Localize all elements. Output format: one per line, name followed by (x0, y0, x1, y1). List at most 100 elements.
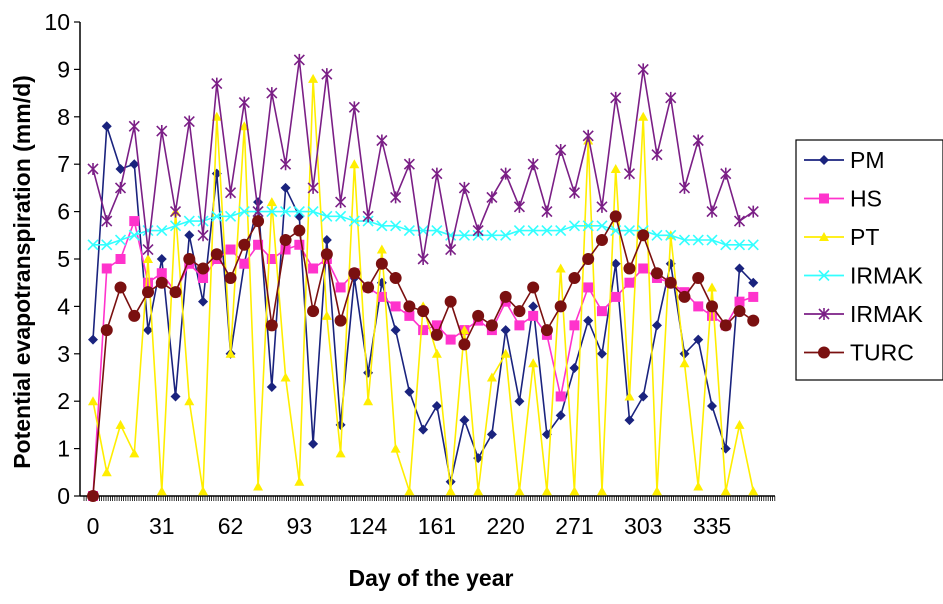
data-point (748, 486, 759, 496)
data-point (555, 263, 566, 273)
y-tick-label: 5 (57, 246, 70, 272)
data-point (651, 486, 662, 496)
data-point (335, 282, 346, 293)
data-point (280, 182, 291, 193)
data-point (679, 348, 690, 359)
data-point (390, 220, 402, 232)
data-point (747, 239, 759, 251)
data-point (293, 206, 305, 218)
x-tick-label: 161 (418, 513, 456, 539)
data-point (568, 271, 581, 284)
data-point (637, 229, 650, 242)
data-point (693, 481, 704, 491)
legend-swatch-marker (818, 308, 830, 320)
series-layer (87, 53, 760, 502)
data-point (568, 220, 581, 232)
data-point (719, 319, 732, 332)
data-point (169, 205, 182, 218)
data-point (390, 191, 402, 204)
legend-item: IRMAK (804, 263, 924, 289)
legend-swatch-marker (819, 155, 829, 165)
legend-item: TURC (804, 340, 914, 366)
data-point (293, 224, 306, 237)
data-point (734, 296, 745, 307)
data-point (665, 229, 677, 241)
data-point (266, 254, 277, 264)
data-point (390, 443, 401, 453)
data-point (554, 300, 567, 313)
data-point (129, 159, 140, 170)
data-point (610, 163, 621, 173)
data-point (100, 324, 113, 337)
x-tick-label: 220 (486, 513, 524, 539)
data-point (692, 271, 705, 284)
data-point (733, 305, 746, 318)
series-line (93, 210, 754, 246)
y-axis-title: Potential evapotranspiration (mm/d) (9, 75, 35, 469)
data-point (307, 305, 320, 318)
data-point (155, 276, 168, 289)
data-point (678, 290, 691, 303)
data-point (733, 215, 746, 228)
legend-swatch-marker (819, 193, 829, 204)
data-point (404, 386, 415, 397)
data-point (114, 181, 127, 194)
y-tick-label: 6 (57, 199, 70, 225)
data-point (280, 206, 292, 218)
data-point (459, 325, 470, 335)
data-point (569, 486, 580, 496)
data-point (115, 163, 126, 174)
data-point (473, 486, 484, 496)
data-point (459, 415, 470, 426)
data-point (651, 148, 663, 161)
data-point (363, 396, 374, 406)
data-point (431, 400, 442, 411)
data-point (541, 205, 553, 218)
data-point (335, 448, 346, 458)
data-point (638, 391, 649, 402)
data-point (362, 210, 374, 223)
legend-item: PT (804, 224, 879, 250)
data-point (528, 310, 539, 321)
data-point (225, 244, 236, 255)
data-point (651, 320, 662, 331)
data-point (403, 224, 415, 237)
data-point (294, 239, 305, 250)
data-point (444, 295, 457, 308)
data-point (183, 215, 195, 227)
data-point (143, 325, 154, 336)
data-point (692, 134, 704, 147)
data-point (514, 486, 525, 496)
data-point (569, 363, 580, 374)
data-point (624, 277, 635, 288)
data-point (514, 320, 525, 331)
data-point (308, 73, 319, 83)
data-point (101, 239, 113, 251)
data-point (156, 254, 167, 264)
data-point (596, 200, 608, 213)
y-tick-label: 4 (57, 293, 70, 319)
data-point (376, 291, 387, 302)
data-point (375, 257, 388, 270)
legend-item: HS (804, 186, 882, 212)
data-point (198, 296, 209, 307)
legend-item: PM (804, 147, 885, 173)
legend-item: IRMAK (804, 301, 924, 327)
data-point (321, 210, 333, 222)
data-point (376, 134, 388, 147)
data-point (747, 205, 759, 218)
data-point (541, 429, 552, 440)
data-point (678, 181, 691, 194)
data-point (348, 215, 360, 227)
data-point (650, 267, 663, 280)
data-point (527, 158, 539, 171)
data-point (528, 301, 539, 312)
x-tick-label: 93 (287, 513, 313, 539)
data-point (458, 181, 470, 194)
data-point (280, 158, 292, 171)
data-point (540, 324, 553, 337)
data-point (224, 186, 237, 199)
data-point (210, 248, 223, 261)
data-point (541, 224, 553, 237)
data-point (376, 244, 387, 254)
